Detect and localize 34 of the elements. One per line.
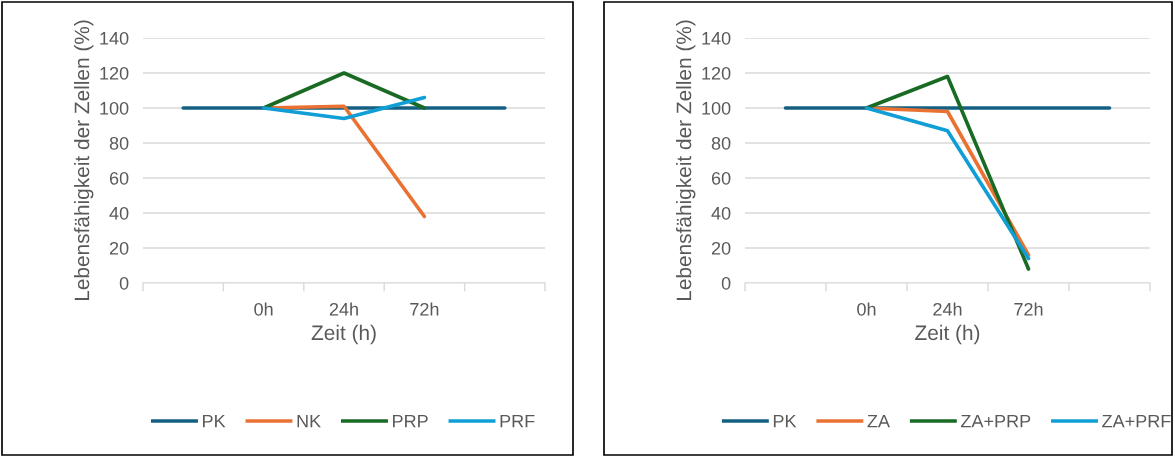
y-axis-title: Lebensfähigkeit der Zellen (%) bbox=[74, 20, 94, 301]
legend-label: NK bbox=[297, 414, 321, 428]
legend-label: PK bbox=[203, 414, 226, 428]
y-tick-label: 20 bbox=[711, 241, 731, 255]
legend-label: PRP bbox=[393, 414, 428, 428]
x-tick-label: 0h bbox=[254, 302, 273, 316]
y-tick-label: 0 bbox=[721, 276, 731, 290]
y-tick-label: 80 bbox=[711, 136, 731, 150]
x-axis-title: Zeit (h) bbox=[311, 324, 376, 345]
y-tick-label: 120 bbox=[100, 66, 129, 80]
y-tick-label: 80 bbox=[109, 136, 129, 150]
y-tick-label: 100 bbox=[100, 101, 129, 115]
y-axis-title: Lebensfähigkeit der Zellen (%) bbox=[676, 20, 696, 301]
y-tick-label: 60 bbox=[711, 171, 731, 185]
x-tick-label: 24h bbox=[933, 302, 962, 316]
y-tick-label: 120 bbox=[702, 66, 731, 80]
legend-label: ZA+PRF bbox=[1102, 414, 1171, 428]
y-tick-label: 140 bbox=[100, 31, 129, 45]
y-tick-label: 40 bbox=[109, 206, 129, 220]
legend-label: ZA bbox=[867, 414, 890, 428]
y-tick-label: 0 bbox=[119, 276, 129, 290]
x-tick-label: 72h bbox=[1014, 302, 1043, 316]
legend-label: ZA+PRP bbox=[961, 414, 1031, 428]
legend-label: PK bbox=[773, 414, 797, 428]
x-axis-title: Zeit (h) bbox=[915, 324, 980, 345]
y-tick-label: 60 bbox=[109, 171, 129, 185]
y-tick-label: 100 bbox=[702, 101, 731, 115]
x-tick-label: 72h bbox=[410, 302, 439, 316]
legend-label: PRF bbox=[500, 414, 535, 428]
x-tick-label: 24h bbox=[329, 302, 358, 316]
y-tick-label: 20 bbox=[109, 241, 129, 255]
y-tick-label: 40 bbox=[711, 206, 731, 220]
y-tick-label: 140 bbox=[702, 31, 731, 45]
x-tick-label: 0h bbox=[857, 302, 876, 316]
